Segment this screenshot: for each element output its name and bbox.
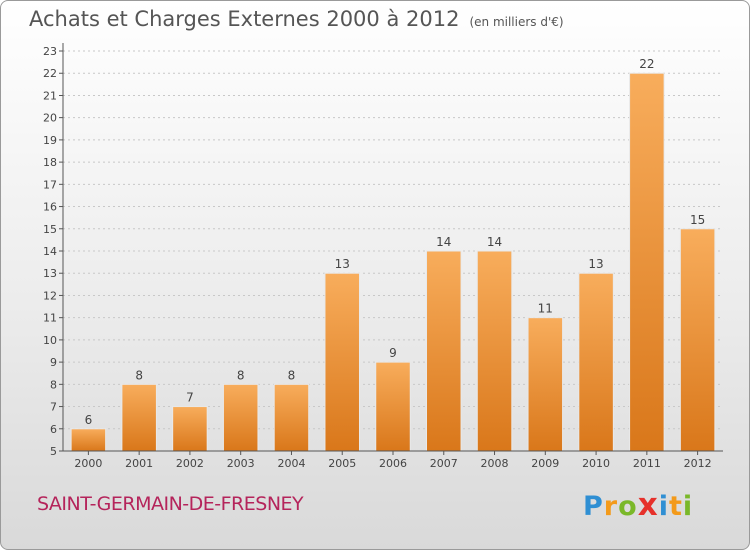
x-tick-label: 2001 bbox=[125, 457, 153, 470]
logo-letter: i bbox=[658, 491, 669, 522]
bar-2007 bbox=[426, 250, 462, 452]
x-tick-label: 2005 bbox=[328, 457, 356, 470]
bar-value-label: 6 bbox=[85, 413, 93, 427]
bar-value-label: 14 bbox=[436, 235, 451, 249]
y-tick-label: 13 bbox=[43, 267, 57, 280]
bar-chart: 5 6 7 8 9 10 11 12 13 14 15 16 17 18 19 20 21 22 23 6 2000 8 2… bbox=[43, 43, 723, 470]
bars bbox=[70, 72, 716, 452]
y-tick-label: 12 bbox=[43, 289, 57, 302]
y-tick-label: 11 bbox=[43, 312, 57, 325]
bar-value-label: 14 bbox=[487, 235, 502, 249]
y-tick-label: 5 bbox=[50, 445, 57, 458]
y-tick-label: 7 bbox=[50, 401, 57, 414]
unit-note: (en milliers d'€) bbox=[469, 15, 564, 29]
x-tick-label: 2008 bbox=[481, 457, 509, 470]
commune-name: SAINT-GERMAIN-DE-FRESNEY bbox=[37, 493, 304, 515]
y-tick-label: 8 bbox=[50, 378, 57, 391]
bar-value-label: 15 bbox=[690, 213, 705, 227]
logo-letter: r bbox=[603, 491, 619, 522]
y-tick-label: 6 bbox=[50, 423, 57, 436]
bar-value-label: 8 bbox=[237, 368, 245, 382]
x-tick-label: 2000 bbox=[74, 457, 102, 470]
bar-2009 bbox=[527, 317, 564, 452]
logo-letter: P bbox=[583, 491, 604, 522]
logo-letter: t bbox=[668, 491, 683, 522]
chart-title-text: Achats et Charges Externes 2000 à 2012 bbox=[29, 7, 460, 31]
x-tick-label: 2012 bbox=[684, 457, 712, 470]
logo-letter: i bbox=[682, 491, 694, 522]
bar-value-label: 13 bbox=[588, 257, 603, 271]
axes bbox=[59, 43, 723, 455]
bar-2002 bbox=[172, 406, 208, 452]
bar-value-label: 8 bbox=[288, 368, 296, 382]
bar-2001 bbox=[121, 383, 157, 452]
bar-2004 bbox=[273, 383, 310, 452]
chart-title: Achats et Charges Externes 2000 à 2012 (e… bbox=[29, 7, 564, 31]
bar-value-label: 7 bbox=[186, 391, 194, 405]
bar-2012 bbox=[679, 228, 716, 452]
bar-2000 bbox=[70, 428, 107, 452]
bar-value-label: 8 bbox=[135, 368, 143, 382]
bar-2005 bbox=[324, 272, 360, 452]
y-tick-label: 17 bbox=[43, 178, 57, 191]
bar-2003 bbox=[222, 383, 259, 452]
bar-2006 bbox=[375, 361, 411, 452]
bar-2010 bbox=[578, 272, 614, 452]
x-tick-label: 2003 bbox=[227, 457, 255, 470]
x-tick-label: 2002 bbox=[176, 457, 204, 470]
bar-value-label: 22 bbox=[639, 57, 654, 71]
y-tick-label: 22 bbox=[43, 67, 57, 80]
x-tick-label: 2009 bbox=[531, 457, 559, 470]
bar-value-label: 13 bbox=[335, 257, 350, 271]
y-tick-label: 20 bbox=[43, 112, 57, 125]
x-tick-label: 2006 bbox=[379, 457, 407, 470]
y-tick-label: 21 bbox=[43, 89, 57, 102]
x-tick-label: 2004 bbox=[277, 457, 305, 470]
y-tick-label: 19 bbox=[43, 134, 57, 147]
y-tick-label: 15 bbox=[43, 223, 57, 236]
bar-2011 bbox=[629, 72, 665, 452]
bar-value-label: 11 bbox=[538, 302, 553, 316]
y-tick-label: 9 bbox=[50, 356, 57, 369]
y-tick-label: 23 bbox=[43, 45, 57, 58]
x-tick-label: 2011 bbox=[633, 457, 661, 470]
bar-value-label: 9 bbox=[389, 346, 397, 360]
logo-letter: o bbox=[618, 491, 638, 522]
proxiti-logo: Proxiti bbox=[583, 487, 693, 523]
labels: 5 6 7 8 9 10 11 12 13 14 15 16 17 18 19 20 21 22 23 6 2000 8 2… bbox=[43, 45, 712, 470]
x-tick-label: 2007 bbox=[430, 457, 458, 470]
logo-letter: x bbox=[637, 487, 659, 523]
x-tick-label: 2010 bbox=[582, 457, 610, 470]
bar-2008 bbox=[476, 250, 513, 452]
y-tick-label: 10 bbox=[43, 334, 57, 347]
y-tick-label: 14 bbox=[43, 245, 57, 258]
y-tick-label: 18 bbox=[43, 156, 57, 169]
y-tick-label: 16 bbox=[43, 201, 57, 214]
